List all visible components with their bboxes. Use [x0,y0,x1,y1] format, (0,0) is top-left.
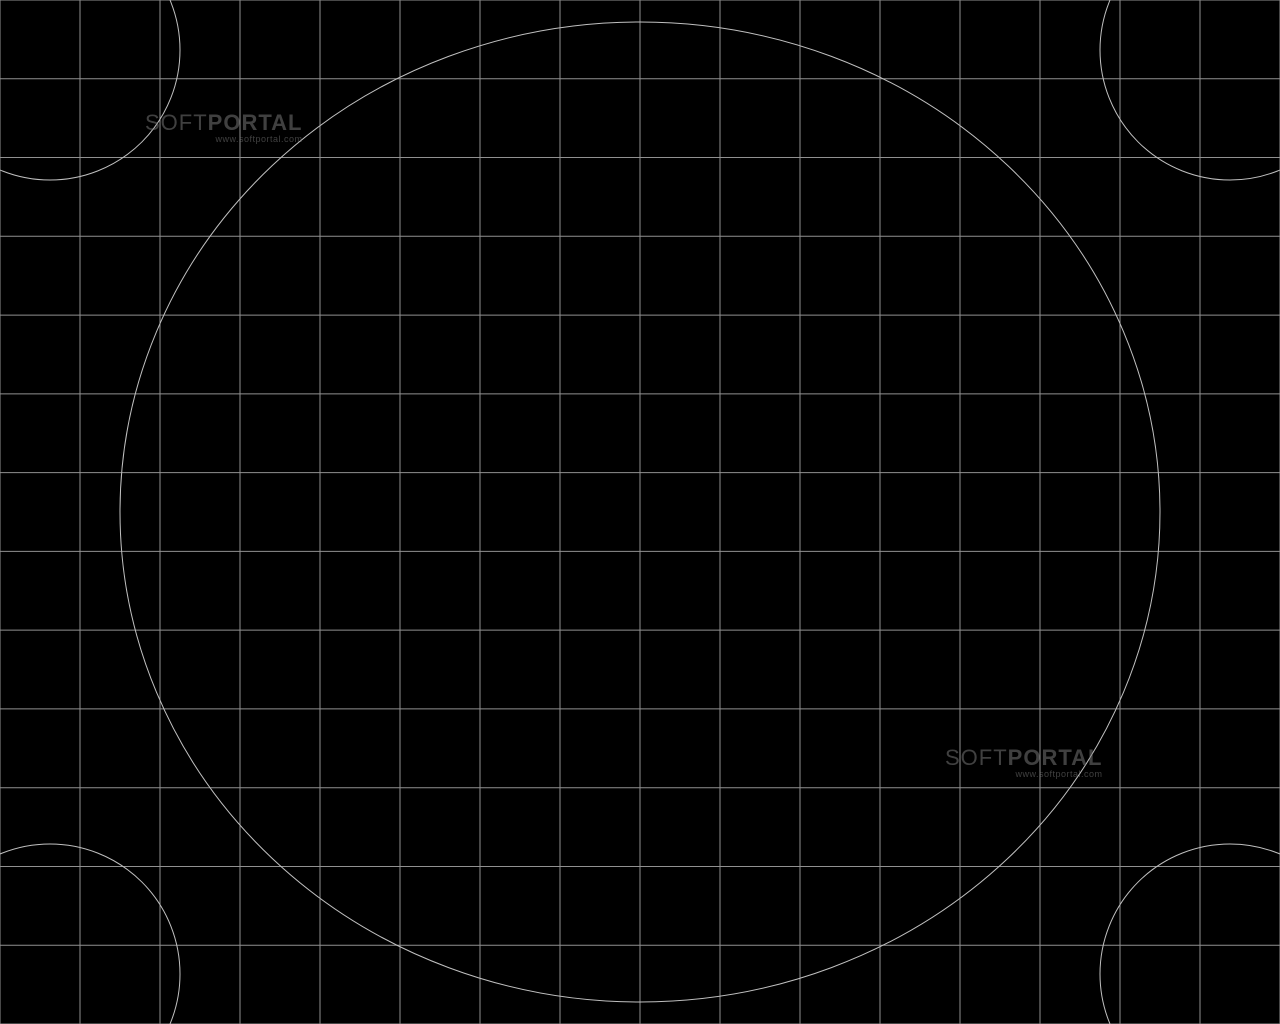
pattern-svg [0,0,1280,1024]
test-pattern-diagram: SOFTPORTAL www.softportal.com SOFTPORTAL… [0,0,1280,1024]
